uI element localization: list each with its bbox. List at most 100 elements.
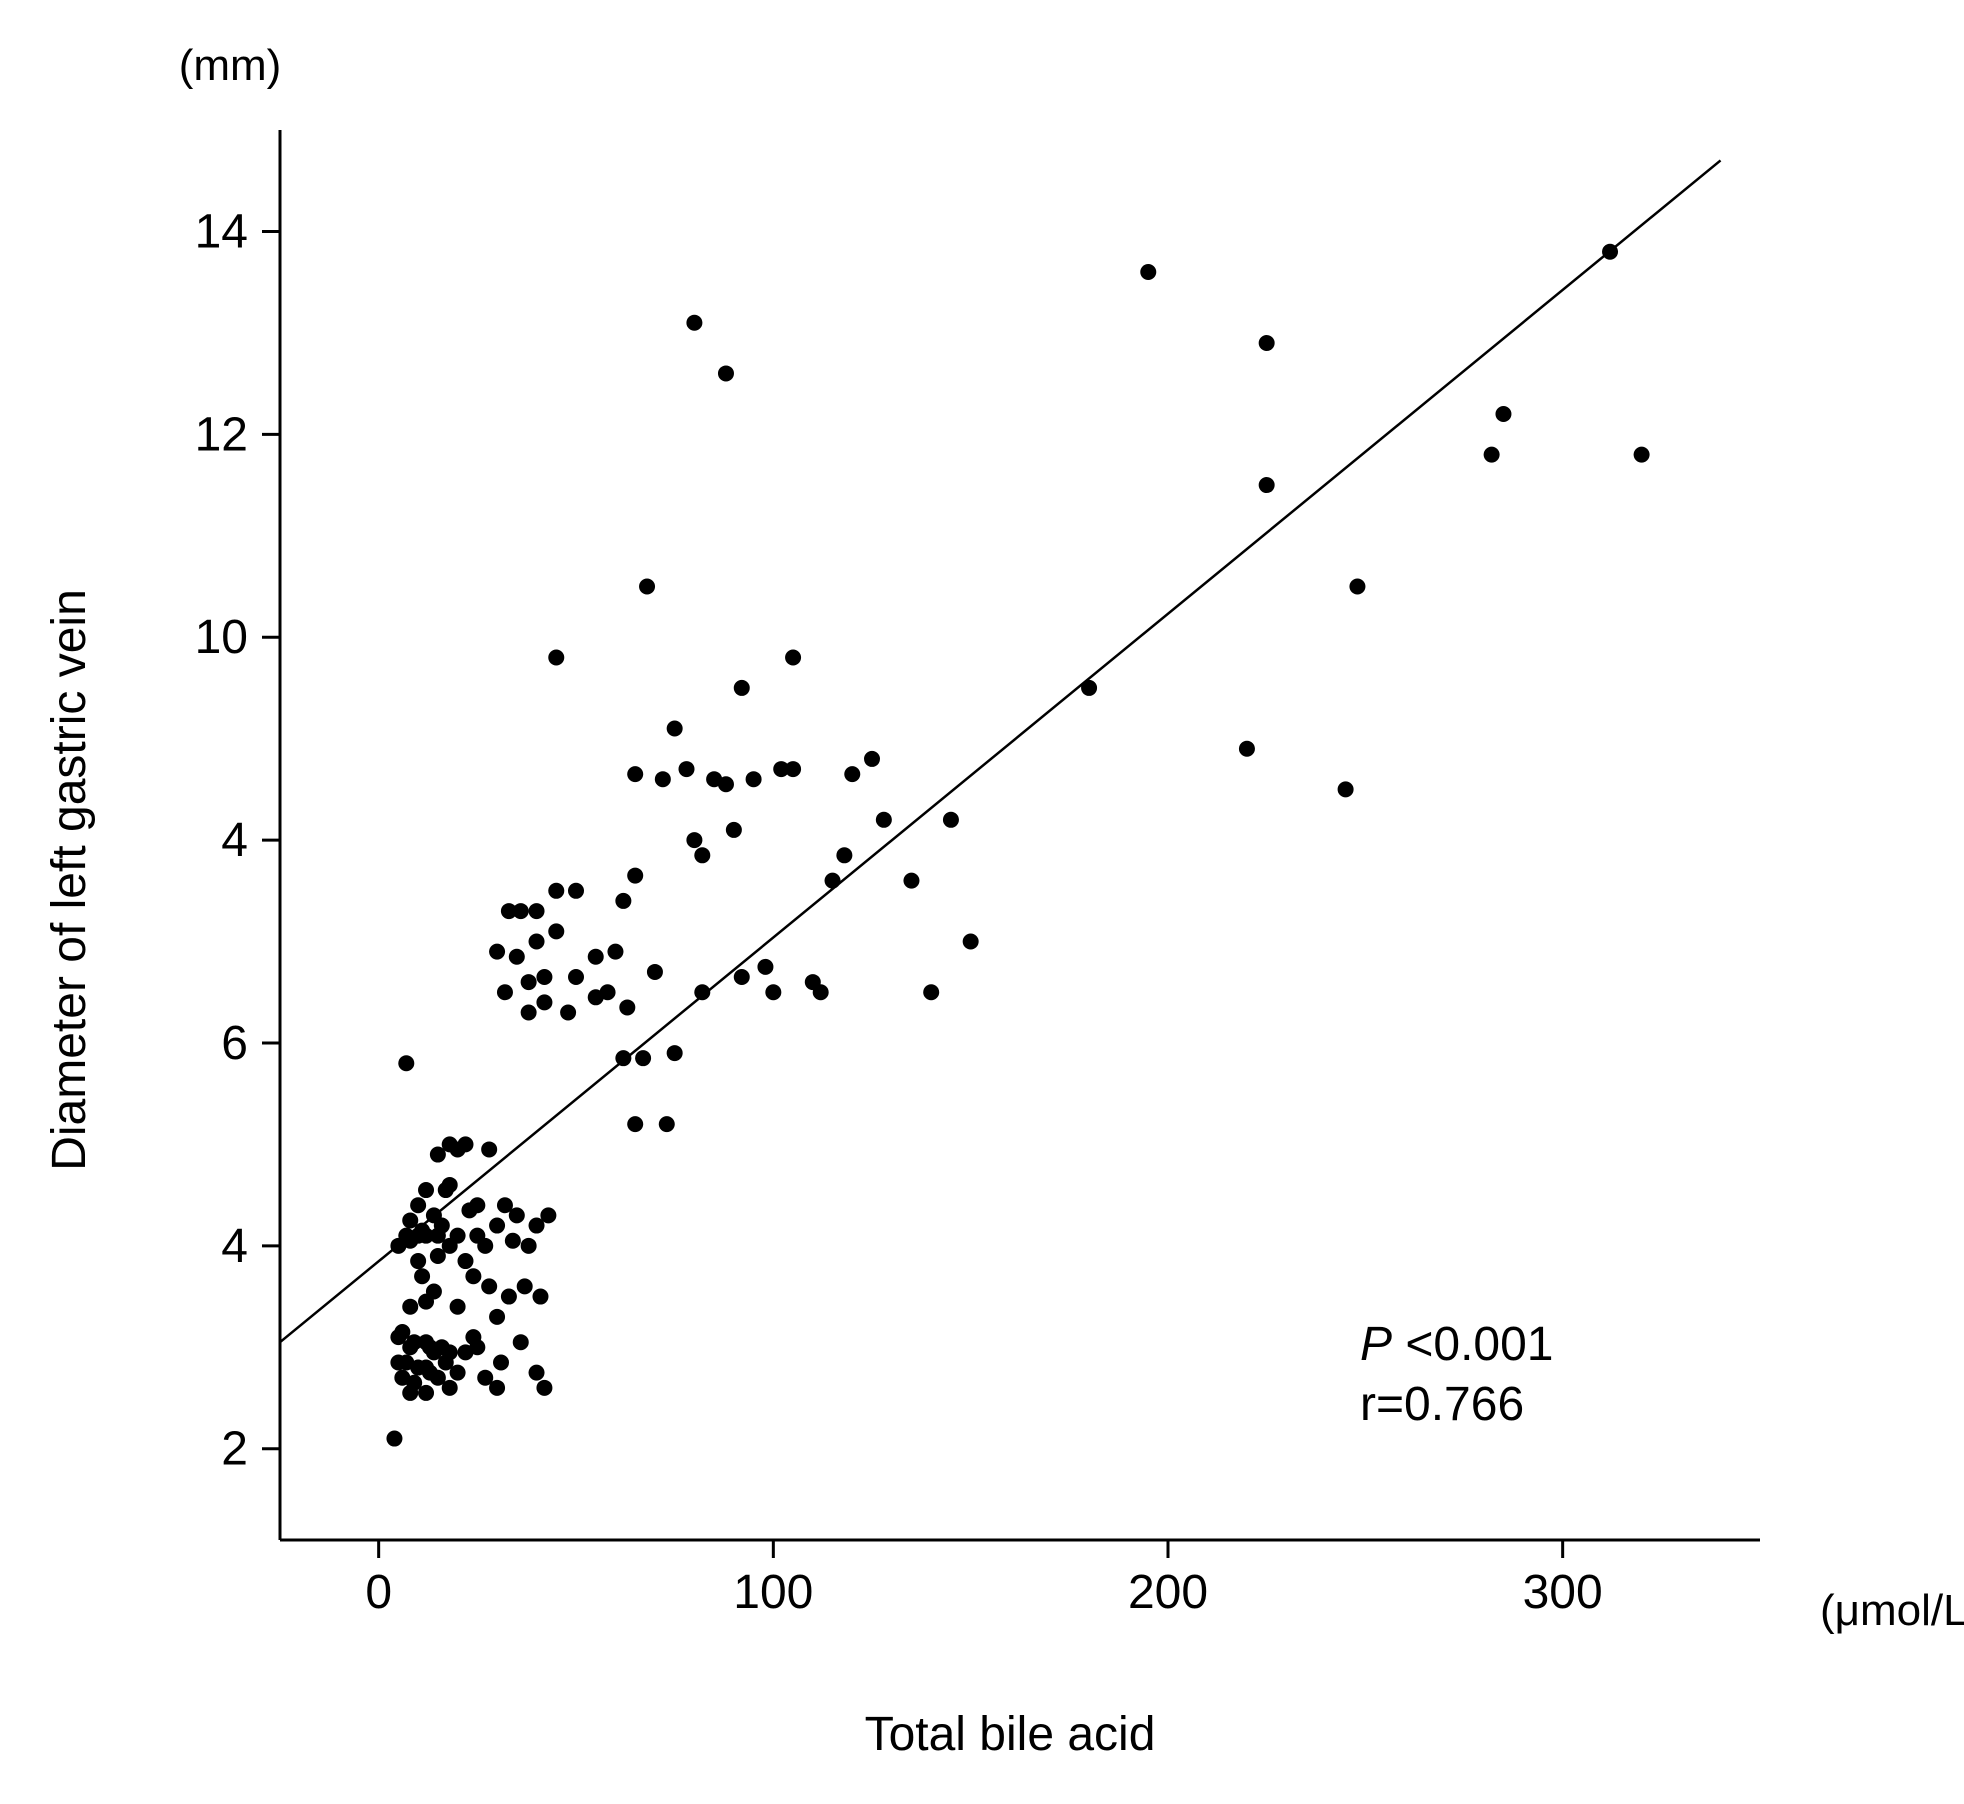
data-point [813, 984, 829, 1000]
data-point [619, 999, 635, 1015]
data-point [686, 832, 702, 848]
data-point [659, 1116, 675, 1132]
data-point [667, 1045, 683, 1061]
data-point [481, 1278, 497, 1294]
data-point [434, 1218, 450, 1234]
data-point [718, 365, 734, 381]
data-point [694, 847, 710, 863]
data-point [1349, 578, 1365, 594]
data-point [481, 1141, 497, 1157]
data-point [509, 1207, 525, 1223]
data-point [647, 964, 663, 980]
data-point [489, 1309, 505, 1325]
data-point [398, 1055, 414, 1071]
data-point [1634, 447, 1650, 463]
data-point [450, 1228, 466, 1244]
data-point [1239, 741, 1255, 757]
data-point [414, 1268, 430, 1284]
y-axis-label: Diameter of left gastric vein [43, 589, 96, 1171]
data-point [679, 761, 695, 777]
data-point [734, 680, 750, 696]
data-point [635, 1050, 651, 1066]
data-point [694, 984, 710, 1000]
data-point [540, 1207, 556, 1223]
data-point [1602, 244, 1618, 260]
data-point [442, 1380, 458, 1396]
chart-bg [0, 0, 1964, 1804]
data-point [726, 822, 742, 838]
data-point [489, 1218, 505, 1234]
data-point [402, 1299, 418, 1315]
data-point [529, 903, 545, 919]
scatter-chart: 01002003002464101214(mm)(μmol/L)Total bi… [0, 0, 1964, 1804]
y-tick-label: 2 [221, 1423, 248, 1476]
data-point [627, 868, 643, 884]
data-point [418, 1385, 434, 1401]
data-point [718, 776, 734, 792]
data-point [426, 1283, 442, 1299]
data-point [734, 969, 750, 985]
data-point [529, 1365, 545, 1381]
data-point [655, 771, 671, 787]
data-point [615, 1050, 631, 1066]
data-point [1259, 335, 1275, 351]
data-point [442, 1344, 458, 1360]
data-point [1338, 781, 1354, 797]
x-tick-label: 300 [1523, 1566, 1603, 1619]
data-point [903, 873, 919, 889]
x-tick-label: 0 [365, 1566, 392, 1619]
data-point [568, 883, 584, 899]
data-point [548, 923, 564, 939]
data-point [477, 1238, 493, 1254]
data-point [825, 873, 841, 889]
data-point [505, 1233, 521, 1249]
data-point [469, 1339, 485, 1355]
data-point [386, 1431, 402, 1447]
data-point [864, 751, 880, 767]
data-point [469, 1197, 485, 1213]
data-point [667, 720, 683, 736]
data-point [765, 984, 781, 1000]
data-point [532, 1289, 548, 1305]
data-point [489, 1380, 505, 1396]
data-point [785, 649, 801, 665]
data-point [844, 766, 860, 782]
data-point [943, 812, 959, 828]
data-point [489, 944, 505, 960]
y-tick-label: 14 [195, 205, 248, 258]
data-point [465, 1268, 481, 1284]
data-point [457, 1253, 473, 1269]
data-point [536, 994, 552, 1010]
data-point [450, 1365, 466, 1381]
data-point [1081, 680, 1097, 696]
data-point [757, 959, 773, 975]
data-point [493, 1354, 509, 1370]
data-point [686, 315, 702, 331]
data-point [639, 578, 655, 594]
data-point [785, 761, 801, 777]
y-tick-label: 4 [221, 1220, 248, 1273]
data-point [410, 1197, 426, 1213]
chart-container: { "chart": { "type": "scatter", "backgro… [0, 0, 1964, 1804]
data-point [517, 1278, 533, 1294]
data-point [876, 812, 892, 828]
data-point [548, 883, 564, 899]
data-point [746, 771, 762, 787]
data-point [923, 984, 939, 1000]
data-point [521, 974, 537, 990]
x-tick-label: 100 [733, 1566, 813, 1619]
data-point [600, 984, 616, 1000]
data-point [442, 1177, 458, 1193]
data-point [1495, 406, 1511, 422]
y-unit-label: (mm) [179, 41, 282, 90]
data-point [568, 969, 584, 985]
data-point [457, 1136, 473, 1152]
data-point [513, 903, 529, 919]
data-point [529, 934, 545, 950]
data-point [450, 1299, 466, 1315]
x-unit-label: (μmol/L) [1820, 1586, 1964, 1635]
data-point [548, 649, 564, 665]
x-axis-label: Total bile acid [865, 1708, 1156, 1761]
data-point [536, 1380, 552, 1396]
data-point [513, 1334, 529, 1350]
